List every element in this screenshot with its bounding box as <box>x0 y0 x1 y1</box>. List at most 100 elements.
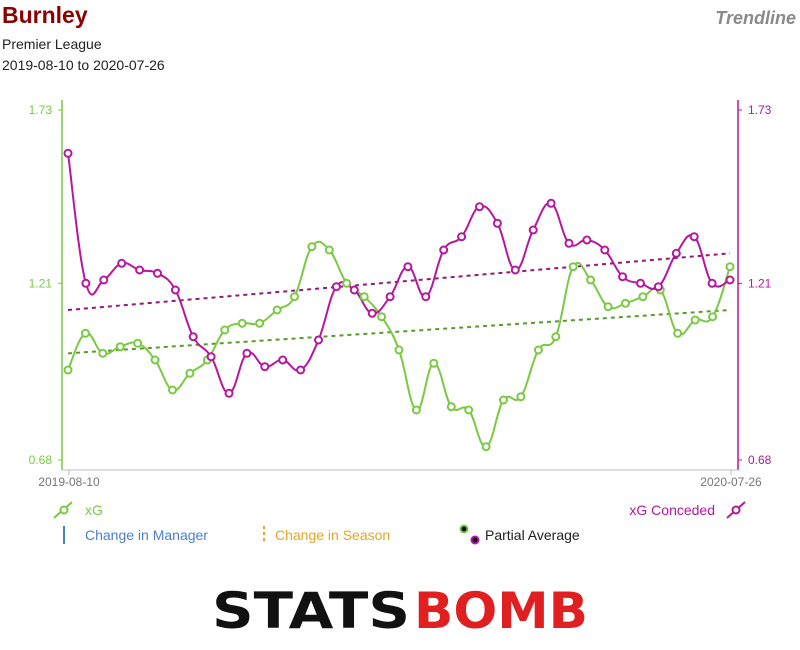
series-points <box>63 148 735 452</box>
xga-data-point <box>242 348 252 358</box>
xg-data-point <box>429 358 439 368</box>
xg-data-point <box>150 355 160 365</box>
left-tick-label: 0.68 <box>29 453 53 467</box>
trend-lines <box>67 252 731 355</box>
xg-data-point <box>377 312 387 322</box>
xga-data-point <box>385 292 395 302</box>
xg-data-point <box>603 302 613 312</box>
xga-data-point <box>224 388 234 398</box>
legend-season-label: Change in Season <box>275 527 390 543</box>
date-range-label: 2019-08-10 to 2020-07-26 <box>2 57 165 73</box>
xga-data-point <box>117 258 127 268</box>
xg-data-point <box>708 312 718 322</box>
legend-manager-label: Change in Manager <box>85 527 208 543</box>
xga-data-point <box>510 265 520 275</box>
xga-data-point <box>314 335 323 345</box>
xga-data-point <box>439 245 449 255</box>
legend-xg-icon <box>53 501 73 519</box>
legend-partial-label: Partial Average <box>485 527 580 543</box>
xga-data-point <box>618 272 628 282</box>
xga-data-point <box>260 362 270 372</box>
xg-data-point <box>621 298 630 308</box>
xg-data-point <box>168 385 177 395</box>
xg-data-point <box>133 338 143 348</box>
xg-data-point <box>516 392 526 402</box>
xga-data-point <box>170 285 180 295</box>
xga-data-point <box>206 352 216 362</box>
xga-data-point <box>689 232 699 242</box>
xg-data-point <box>324 245 334 255</box>
right-tick-label: 0.68 <box>748 453 772 467</box>
xg-data-point <box>446 402 456 412</box>
series-lines <box>67 153 731 448</box>
left-tick-label: 1.21 <box>29 276 53 290</box>
xg-trend-line <box>67 309 731 355</box>
xga-data-point <box>81 278 91 288</box>
right-tick-label: 1.73 <box>748 103 772 117</box>
xg-data-point <box>98 348 108 358</box>
xg-data-point <box>220 325 230 335</box>
xg-data-point <box>638 292 648 302</box>
xg-data-point <box>342 278 352 288</box>
xg-series-line <box>67 240 731 448</box>
xga-data-point <box>135 265 145 275</box>
legend-partial-icon <box>459 524 480 545</box>
legend-xga-icon <box>726 501 746 519</box>
xg-data-point <box>586 275 596 285</box>
xga-data-point <box>153 268 162 278</box>
team-title: Burnley <box>2 2 88 28</box>
xga-data-point <box>367 308 377 318</box>
xga-data-point <box>546 198 556 208</box>
xga-data-point <box>457 232 467 242</box>
x-tick-start: 2019-08-10 <box>38 475 100 489</box>
xg-data-point <box>568 262 578 272</box>
competition-label: Premier League <box>2 36 102 52</box>
x-tick-end: 2020-07-26 <box>700 475 762 489</box>
xga-data-point <box>671 248 681 258</box>
logo-text-bomb: BOMB <box>414 582 588 640</box>
left-tick-label: 1.73 <box>29 103 53 117</box>
xga-data-point <box>278 355 288 365</box>
xg-data-point <box>394 345 404 355</box>
xga-data-point <box>707 278 717 288</box>
logo-text-stats: STATS <box>212 582 410 640</box>
xg-data-point <box>533 345 543 355</box>
xga-data-point <box>653 282 663 292</box>
xga-data-point <box>582 235 592 245</box>
xg-data-point <box>272 305 282 315</box>
xg-data-point <box>411 405 421 415</box>
xg-data-point <box>63 365 73 375</box>
xg-data-point <box>307 242 317 252</box>
xg-data-point <box>481 442 491 452</box>
xga-data-point <box>528 225 538 235</box>
xga-series-line <box>67 153 731 395</box>
legend-xga-label: xG Conceded <box>629 502 715 518</box>
xg-data-point <box>290 292 299 302</box>
xga-data-point <box>600 245 610 255</box>
xga-data-point <box>636 278 645 288</box>
xg-data-point <box>115 342 125 352</box>
xga-data-point <box>331 282 341 292</box>
xga-trend-line <box>67 252 731 311</box>
xga-data-point <box>296 365 306 375</box>
right-tick-label: 1.21 <box>748 276 772 290</box>
xg-data-point <box>255 318 265 328</box>
xg-data-point <box>499 395 508 405</box>
xga-data-point <box>421 292 431 302</box>
xg-data-point <box>185 368 195 378</box>
xga-data-point <box>63 148 73 158</box>
xga-data-point <box>492 218 502 228</box>
xg-data-point <box>237 318 247 328</box>
xg-data-point <box>359 292 369 302</box>
xga-data-point <box>188 332 198 342</box>
chart-axes: 1.73 1.73 1.21 1.21 0.68 0.68 2019-08-10 2020-0… <box>29 100 772 489</box>
xga-data-point <box>349 285 359 295</box>
xg-data-point <box>464 405 474 415</box>
xga-data-point <box>403 262 413 272</box>
xg-data-point <box>725 262 735 272</box>
xg-data-point <box>551 332 561 342</box>
statsbomb-logo: STATS BOMB <box>212 582 588 640</box>
xga-data-point <box>475 202 484 212</box>
xga-data-point <box>564 238 574 248</box>
